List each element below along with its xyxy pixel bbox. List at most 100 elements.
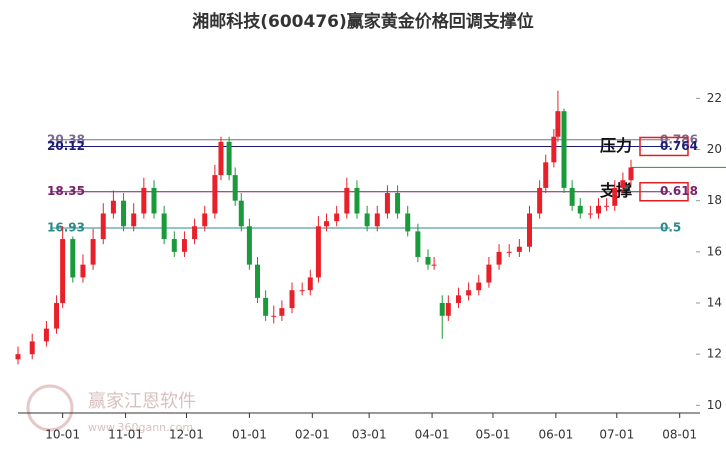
candle-body [527, 213, 532, 247]
x-tick-label: 03-01 [352, 428, 387, 442]
candle-body [569, 187, 575, 206]
candle-body [80, 264, 86, 278]
candle-body [439, 303, 445, 316]
candle-body [324, 221, 330, 227]
candle-body [384, 193, 390, 214]
candle-body [232, 175, 238, 201]
x-tick-label: 07-01 [599, 428, 634, 442]
candle-body [299, 290, 305, 292]
x-tick-label: 04-01 [415, 428, 450, 442]
x-tick-label: 01-01 [232, 428, 267, 442]
y-tick-label: 16 [707, 244, 722, 258]
candle-body [543, 162, 549, 188]
chart-title: 湘邮科技(600476)赢家黄金价格回调支撑位 [192, 11, 534, 32]
candle-body [374, 213, 380, 227]
level-box [639, 181, 689, 202]
level-ratio: 0.764 [660, 139, 698, 153]
watermark-logo [26, 384, 74, 432]
candle-body [395, 193, 401, 214]
level-price: 20.38 [47, 132, 85, 146]
y-tick-label: 20 [707, 142, 722, 156]
candle-body [246, 226, 252, 265]
level-price: 18.35 [47, 184, 85, 198]
candle-body [171, 239, 177, 252]
candle-body [54, 303, 60, 329]
watermark: 赢家江恩软件 [88, 390, 196, 412]
watermark: www.360gann.com [88, 421, 193, 434]
candle-body [604, 205, 610, 207]
candle-body [628, 167, 634, 181]
candle-body [431, 264, 437, 266]
candle-body [121, 200, 127, 227]
x-tick-label: 02-01 [295, 428, 330, 442]
candle-body [226, 141, 232, 176]
candle-body [289, 290, 295, 309]
candle-body [307, 277, 313, 291]
level-box [639, 136, 689, 157]
candle-body [315, 226, 321, 278]
candle-body [506, 251, 512, 253]
candle-body [596, 205, 602, 214]
candle-body [255, 264, 261, 298]
x-tick-label: 12-01 [169, 428, 204, 442]
level-ratio: 0.5 [660, 221, 681, 235]
candle-body [43, 328, 49, 342]
candle-body [100, 213, 106, 240]
candle-body [344, 187, 350, 214]
y-tick-label: 12 [707, 347, 722, 361]
candle-body [555, 111, 561, 137]
candle-body [466, 290, 472, 296]
candle-body [486, 264, 492, 283]
candle-body [577, 205, 583, 214]
candle-body [551, 136, 557, 163]
candle-body [445, 303, 451, 316]
x-tick-label: 08-01 [662, 428, 697, 442]
candle-body [70, 239, 76, 278]
candle-body [263, 297, 269, 316]
candle-body [425, 256, 431, 265]
candle-body [151, 187, 157, 214]
candle-body [15, 354, 21, 360]
candle-body [218, 141, 224, 176]
candle-body [202, 213, 208, 227]
candle-body [131, 213, 137, 227]
candle-body [516, 246, 522, 252]
level-ratio: 0.618 [660, 184, 698, 198]
candle-body [161, 213, 167, 240]
level-price: 20.12 [47, 139, 85, 153]
candle-body [60, 239, 66, 304]
y-tick-label: 18 [707, 193, 722, 207]
candle-body [238, 200, 244, 227]
candle-body [476, 282, 482, 291]
candle-body [90, 239, 96, 265]
candle-body [587, 213, 593, 215]
level-tag: 压力 [600, 136, 632, 155]
candle-body [415, 231, 421, 257]
candle-body [405, 213, 411, 232]
x-tick-label: 05-01 [476, 428, 511, 442]
x-tick-label: 11-01 [108, 428, 143, 442]
candle-body [110, 200, 116, 214]
candle-body [212, 175, 218, 214]
candle-body [181, 239, 187, 252]
candle-body [620, 180, 626, 188]
candle-body [561, 111, 567, 188]
candle-body [271, 315, 277, 317]
x-tick-label: 06-01 [538, 428, 573, 442]
candle-body [29, 341, 35, 355]
candle-body [279, 308, 285, 316]
candle-body [537, 187, 543, 214]
candle-body [364, 213, 370, 227]
x-tick-label: 10-01 [45, 428, 80, 442]
candle-body [192, 226, 198, 240]
y-tick-label: 10 [707, 398, 722, 412]
candle-body [354, 187, 360, 214]
candle-body [334, 213, 340, 222]
candle-body [455, 295, 461, 304]
candle-body [141, 187, 147, 214]
candle-body [612, 187, 618, 206]
y-tick-label: 14 [707, 296, 722, 310]
y-tick-label: 22 [707, 91, 722, 105]
candle-body [496, 251, 502, 265]
